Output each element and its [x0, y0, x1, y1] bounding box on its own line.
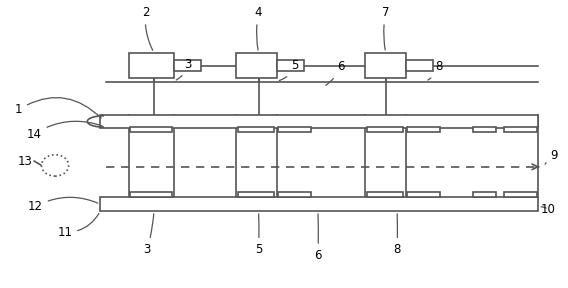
- Bar: [473, 192, 496, 197]
- Bar: [366, 127, 403, 132]
- Bar: [406, 60, 433, 71]
- Bar: [101, 197, 538, 211]
- Text: 3: 3: [144, 214, 154, 256]
- Text: 10: 10: [541, 203, 556, 216]
- Bar: [174, 60, 201, 71]
- Bar: [101, 115, 538, 128]
- Text: 2: 2: [142, 6, 153, 50]
- Bar: [237, 127, 274, 132]
- Bar: [130, 127, 172, 132]
- Text: 5: 5: [255, 214, 262, 256]
- Bar: [277, 60, 304, 71]
- Text: 6: 6: [314, 214, 321, 262]
- Bar: [236, 53, 277, 78]
- Text: 11: 11: [57, 213, 99, 239]
- Bar: [407, 127, 440, 132]
- Text: 6: 6: [326, 60, 344, 85]
- Text: 14: 14: [27, 121, 102, 141]
- Text: 7: 7: [382, 6, 390, 50]
- Text: 3: 3: [176, 58, 191, 80]
- Bar: [365, 53, 406, 78]
- Bar: [278, 192, 311, 197]
- Text: 5: 5: [279, 59, 299, 80]
- Text: 4: 4: [255, 6, 262, 50]
- Text: 12: 12: [28, 197, 98, 213]
- Bar: [366, 192, 403, 197]
- Text: 8: 8: [394, 214, 401, 256]
- Bar: [128, 53, 174, 78]
- Bar: [473, 127, 496, 132]
- Text: 1: 1: [15, 98, 101, 118]
- Text: 9: 9: [545, 149, 558, 164]
- Bar: [504, 192, 537, 197]
- Text: 13: 13: [18, 155, 32, 168]
- Ellipse shape: [41, 155, 69, 176]
- Bar: [407, 192, 440, 197]
- Bar: [237, 192, 274, 197]
- Bar: [130, 192, 172, 197]
- Text: 8: 8: [428, 60, 443, 80]
- Bar: [504, 127, 537, 132]
- Bar: [278, 127, 311, 132]
